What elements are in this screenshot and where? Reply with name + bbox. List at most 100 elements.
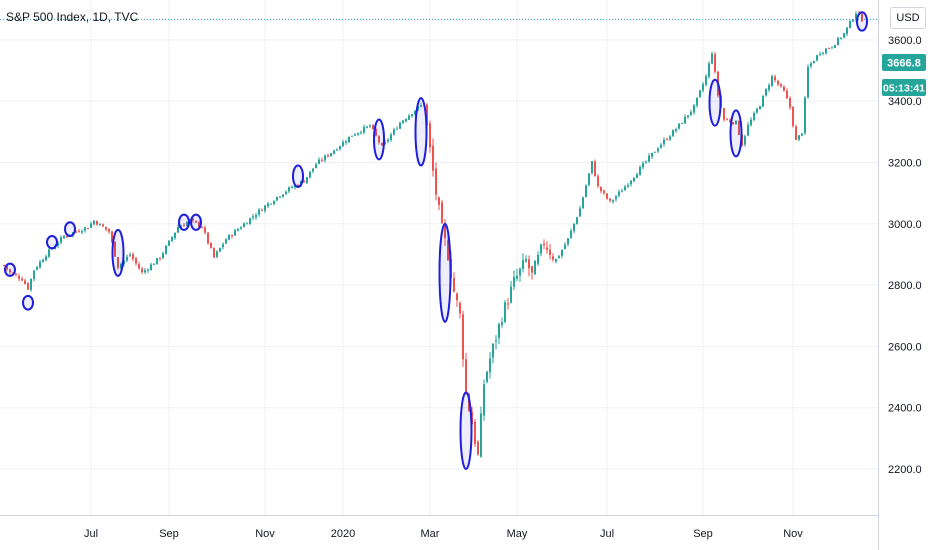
candle-body [732, 122, 734, 124]
candle-body [429, 123, 431, 148]
candle-body [714, 54, 716, 72]
candle-body [834, 45, 836, 48]
candle-body [264, 205, 266, 211]
candle-body [348, 136, 350, 143]
candle-body [240, 227, 242, 230]
candle-body [321, 159, 323, 161]
candle-body [855, 13, 857, 20]
candle-body [753, 113, 755, 120]
candle-body [144, 270, 146, 273]
candle-body [759, 106, 761, 110]
candle-body [654, 151, 656, 153]
candle-body [849, 20, 851, 29]
candle-body [750, 119, 752, 126]
candle-body [597, 176, 599, 186]
candle-body [261, 209, 263, 211]
candle-body [336, 149, 338, 151]
candle-body [246, 223, 248, 225]
candle-body [153, 263, 155, 265]
candle-body [498, 324, 500, 338]
candle-body [516, 275, 518, 279]
candle-body [474, 421, 476, 444]
candle-body [381, 143, 383, 146]
candle-body [216, 251, 218, 257]
candle-body [495, 340, 497, 342]
candle-body [210, 242, 212, 248]
candle-body [642, 162, 644, 168]
highlight-ellipse [190, 213, 202, 231]
candle-body [711, 53, 713, 64]
candle-body [609, 198, 611, 201]
candle-body [585, 185, 587, 198]
axes [0, 0, 879, 550]
candle-body [561, 249, 563, 256]
candle-body [558, 256, 560, 259]
candle-body [45, 256, 47, 260]
candle-body [258, 209, 260, 215]
candle-body [213, 247, 215, 258]
y-tick-label: 3200.0 [888, 157, 922, 169]
candle-body [687, 115, 689, 118]
candle-body [309, 171, 311, 178]
candle-body [672, 130, 674, 137]
candle-body [30, 278, 32, 290]
candle-body [207, 232, 209, 244]
candle-body [168, 240, 170, 246]
candle-body [120, 263, 122, 269]
candle-body [480, 413, 482, 457]
candle-body [84, 227, 86, 231]
candle-body [762, 95, 764, 107]
x-tick-label: Sep [693, 528, 713, 540]
candle-body [222, 244, 224, 248]
candle-body [3, 265, 5, 267]
candle-body [801, 133, 803, 136]
candle-body [396, 128, 398, 130]
candle-body [87, 228, 89, 230]
candle-body [312, 168, 314, 172]
candle-body [333, 150, 335, 154]
candle-body [633, 177, 635, 182]
x-tick-label: Sep [159, 528, 179, 540]
currency-button[interactable]: USD [890, 7, 926, 29]
candle-body [666, 139, 668, 141]
candle-body [669, 136, 671, 140]
candle-body [60, 237, 62, 243]
candle-body [315, 164, 317, 169]
highlight-ellipse [22, 294, 34, 311]
candle-body [459, 303, 461, 314]
candle-body [432, 145, 434, 171]
candle-body [303, 181, 305, 183]
candle-body [99, 223, 101, 226]
candle-body [81, 231, 83, 233]
candlestick-series [3, 10, 863, 458]
x-tick-label: Jul [600, 528, 614, 540]
candle-body [330, 153, 332, 156]
candle-body [534, 260, 536, 275]
candle-body [744, 136, 746, 145]
candle-body [411, 114, 413, 117]
candle-body [357, 132, 359, 135]
candle-body [789, 98, 791, 108]
last-price-label: 3666.8 [887, 58, 921, 70]
candle-body [756, 108, 758, 113]
chart-title: S&P 500 Index, 1D, TVC [6, 10, 139, 24]
candle-body [618, 191, 620, 196]
candle-body [360, 132, 362, 134]
candle-body [582, 197, 584, 209]
candle-body [579, 208, 581, 217]
candle-body [405, 119, 407, 122]
candle-body [393, 129, 395, 135]
candle-body [156, 258, 158, 264]
candle-body [546, 247, 548, 250]
candle-body [324, 155, 326, 161]
candle-body [678, 123, 680, 129]
candle-body [288, 187, 290, 192]
highlight-ellipse [373, 118, 385, 161]
candle-body [567, 238, 569, 245]
highlight-markers [4, 11, 868, 471]
candle-body [237, 229, 239, 231]
candle-body [573, 223, 575, 232]
highlight-ellipse [292, 164, 304, 188]
candle-body [771, 75, 773, 86]
